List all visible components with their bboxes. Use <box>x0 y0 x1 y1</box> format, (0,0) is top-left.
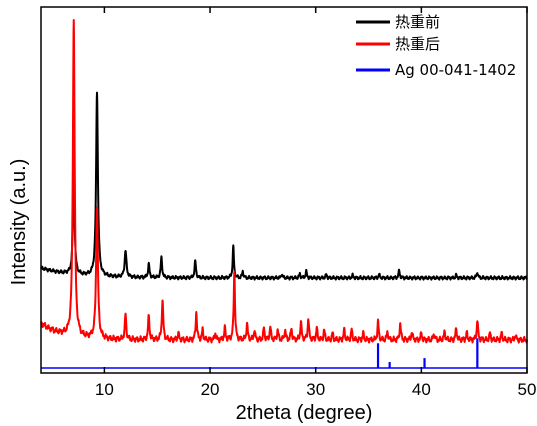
legend-label-2: 热重后 <box>395 35 440 53</box>
series-2-line <box>40 18 528 344</box>
plot-frame <box>40 6 528 374</box>
legend-label-3: Ag 00-041-1402 <box>395 61 516 79</box>
x-tick-50-label: 50 <box>518 380 537 399</box>
x-tick-10-label: 10 <box>95 380 114 399</box>
series-layer <box>40 18 528 369</box>
x-axis-label: 2theta (degree) <box>236 402 373 424</box>
legend-label-1: 热重前 <box>395 13 440 31</box>
y-axis-label: Intensity (a.u.) <box>8 159 30 286</box>
x-tick-20-label: 20 <box>201 380 220 399</box>
x-tick-40-label: 40 <box>412 380 431 399</box>
axes-layer: 10 20 30 40 50 <box>40 6 537 399</box>
x-tick-30-label: 30 <box>306 380 325 399</box>
series-1-line <box>40 91 528 281</box>
